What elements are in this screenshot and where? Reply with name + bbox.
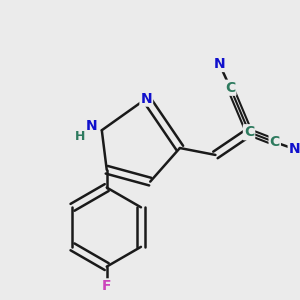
Text: F: F <box>102 279 112 293</box>
Text: N: N <box>289 142 300 156</box>
Text: N: N <box>86 119 98 133</box>
Text: N: N <box>140 92 152 106</box>
Text: H: H <box>75 130 85 143</box>
Text: N: N <box>214 57 225 71</box>
Text: C: C <box>244 125 254 139</box>
Text: C: C <box>270 135 280 149</box>
Text: C: C <box>225 81 236 95</box>
